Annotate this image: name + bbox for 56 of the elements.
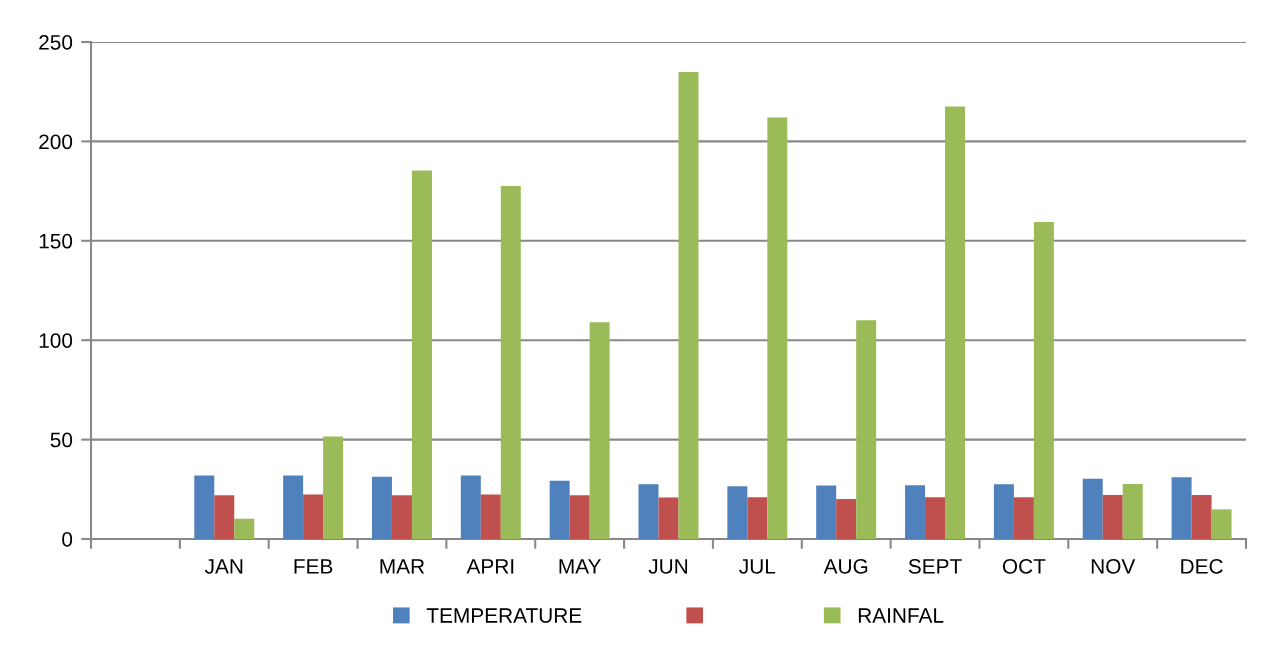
bar xyxy=(1102,495,1123,539)
bar xyxy=(925,497,946,539)
bar xyxy=(1033,221,1054,539)
bar xyxy=(214,495,235,539)
bar xyxy=(816,485,837,539)
bar xyxy=(727,486,748,539)
bar xyxy=(1122,483,1143,539)
bar xyxy=(658,497,679,539)
bar xyxy=(500,185,521,539)
bar xyxy=(1211,509,1232,539)
bar xyxy=(303,494,324,539)
x-tick-label: SEPT xyxy=(908,558,962,574)
bar xyxy=(678,72,699,539)
bar xyxy=(589,322,610,539)
bar xyxy=(767,117,788,539)
bar xyxy=(283,475,304,539)
legend-label: TEMPERATURE xyxy=(426,608,582,623)
bar xyxy=(323,436,344,539)
x-tick-label: DEC xyxy=(1181,558,1223,574)
x-tick-label: AUG xyxy=(823,558,868,574)
x-tick-label: NOV xyxy=(1091,558,1136,574)
y-tick-label: 100 xyxy=(39,333,73,348)
bar xyxy=(460,475,481,539)
bar xyxy=(549,480,570,539)
bar xyxy=(747,497,768,539)
bar xyxy=(1013,497,1034,539)
bar xyxy=(371,476,392,539)
bar xyxy=(856,320,877,539)
y-tick-label: 200 xyxy=(39,134,73,150)
x-tick-label: MAR xyxy=(380,559,425,574)
bar xyxy=(411,170,432,539)
x-tick-label: JUN xyxy=(648,559,688,574)
bar xyxy=(194,475,215,539)
x-tick-label: FEB xyxy=(294,559,333,574)
bar xyxy=(638,484,659,539)
bar xyxy=(1082,478,1103,539)
bar xyxy=(234,518,255,539)
bar xyxy=(945,106,966,539)
bar xyxy=(480,494,501,539)
legend-label: RAINFAL xyxy=(858,608,944,623)
bar xyxy=(993,484,1014,539)
y-tick-label: 150 xyxy=(39,233,73,249)
y-tick-label: 50 xyxy=(50,432,73,448)
x-tick-label: JAN xyxy=(204,559,243,574)
x-tick-label: MAY xyxy=(559,559,601,574)
bar xyxy=(836,499,857,539)
bar xyxy=(1191,495,1212,539)
bar xyxy=(391,495,412,539)
x-tick-label: JUL xyxy=(739,559,776,574)
y-tick-label: 0 xyxy=(62,532,73,547)
x-tick-label: OCT xyxy=(1002,558,1046,574)
bar xyxy=(569,495,590,539)
y-tick-label: 250 xyxy=(39,35,73,50)
bar xyxy=(905,485,926,539)
bar xyxy=(1171,477,1192,539)
x-tick-label: APRI xyxy=(466,559,514,574)
